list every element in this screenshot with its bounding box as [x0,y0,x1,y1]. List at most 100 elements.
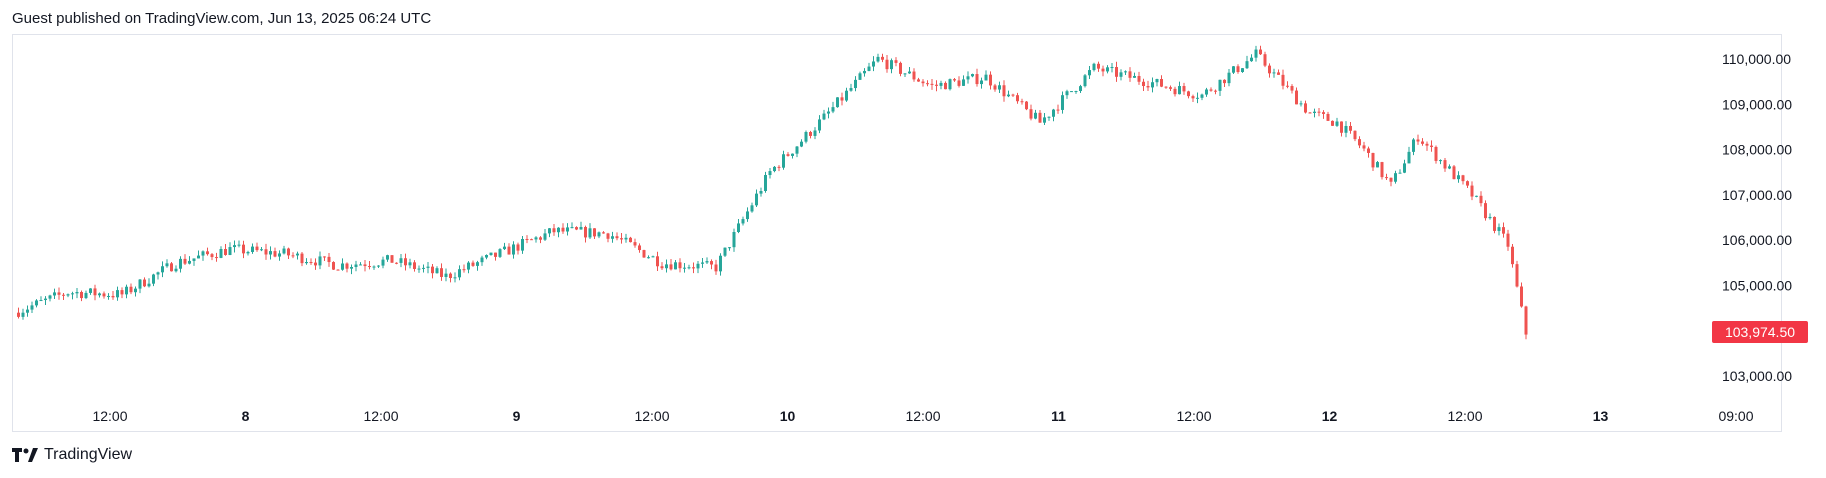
candle-up-body [354,264,358,268]
candle-up-body [1070,91,1073,93]
candle-up-body [408,262,412,266]
candle-down-body [606,233,610,239]
candle-down-body [129,286,133,293]
candle-down-body [1308,112,1312,114]
candle-up-body [174,268,178,272]
candle-up-body [534,237,538,240]
candle-down-body [957,80,961,86]
candle-down-body [1326,113,1330,121]
candle-up-body [1065,91,1069,96]
candle-down-body [1281,74,1285,86]
candle-down-body [363,264,367,267]
x-tick-label: 10 [780,408,796,424]
candle-up-body [746,211,749,220]
candle-up-body [836,97,839,108]
candle-up-body [1205,89,1208,95]
candle-up-body [435,268,439,274]
candle-down-body [926,83,929,85]
candle-down-body [1443,160,1447,169]
candle-down-body [1191,96,1195,99]
candle-up-body [719,255,722,272]
candle-up-body [1106,67,1109,72]
candle-down-body [1277,72,1280,75]
candle-down-body [431,266,434,274]
candle-up-body [1497,227,1501,231]
chart-area[interactable] [12,34,1782,432]
candle-up-body [165,263,169,267]
candle-up-body [66,294,70,296]
candle-down-body [840,97,844,101]
x-tick-label: 13 [1593,408,1609,424]
candle-down-body [1452,166,1456,180]
candle-down-body [1502,227,1505,234]
candle-up-body [903,73,907,75]
candle-up-body [116,290,119,298]
candle-up-body [1439,160,1442,162]
candle-up-body [350,267,353,269]
candle-down-body [264,249,268,255]
candle-up-body [759,190,763,194]
candle-down-body [224,249,227,255]
candle-down-body [1128,71,1132,78]
candle-down-body [894,60,898,63]
candle-down-body [1029,109,1033,119]
candle-down-body [881,56,884,60]
candle-up-body [228,247,232,255]
candle-up-body [557,227,560,233]
candle-up-body [269,251,272,255]
candle-down-body [786,154,790,156]
candle-up-body [1200,94,1204,98]
candle-up-body [1061,95,1064,110]
candle-down-body [494,252,497,257]
candle-down-body [899,62,902,74]
candle-up-body [246,251,250,254]
candle-down-body [1331,120,1334,126]
candle-down-body [642,250,646,258]
candle-up-body [741,219,745,224]
candle-up-body [768,171,772,176]
candle-down-body [1025,101,1028,110]
candle-up-body [1119,72,1123,77]
candle-up-body [845,90,848,101]
candle-down-body [669,264,673,270]
candle-down-body [660,266,664,269]
candle-up-body [791,153,794,156]
y-tick-label: 109,000.00 [1722,96,1792,112]
candle-up-body [1407,151,1411,164]
candle-up-body [458,269,461,278]
candle-up-body [192,258,196,261]
x-tick-label: 12:00 [363,408,398,424]
candle-down-body [593,228,596,237]
candle-up-body [498,249,502,257]
candle-up-body [89,288,92,293]
candle-down-body [93,288,97,296]
candle-up-body [813,130,817,136]
candle-down-body [584,226,587,238]
candle-up-body [795,146,799,154]
candle-up-body [26,309,29,313]
candle-down-body [1479,195,1483,204]
candle-up-body [1178,86,1181,95]
x-tick-label: 09:00 [1718,408,1753,424]
candle-down-body [602,232,605,234]
candlestick-chart[interactable]: 110,000.00 109,000.00 108,000.00 107,000.00… [0,0,1826,440]
candle-up-body [1079,86,1082,92]
candle-up-body [728,247,731,249]
candle-down-body [989,74,992,86]
candle-up-body [1124,71,1127,73]
x-tick-label: 12:00 [1447,408,1482,424]
candle-up-body [237,244,241,246]
candle-up-body [737,223,740,232]
candle-down-body [678,262,682,269]
candle-up-body [359,264,362,266]
candle-down-body [1038,112,1042,123]
candle-down-body [1182,86,1186,92]
candle-up-body [1196,97,1199,99]
candle-down-body [413,262,416,269]
x-tick-label: 12:00 [905,408,940,424]
candle-up-body [1043,117,1046,123]
candle-down-body [327,256,331,263]
x-tick-label: 12:00 [92,408,127,424]
candle-up-body [426,266,430,268]
candle-up-body [687,267,691,269]
